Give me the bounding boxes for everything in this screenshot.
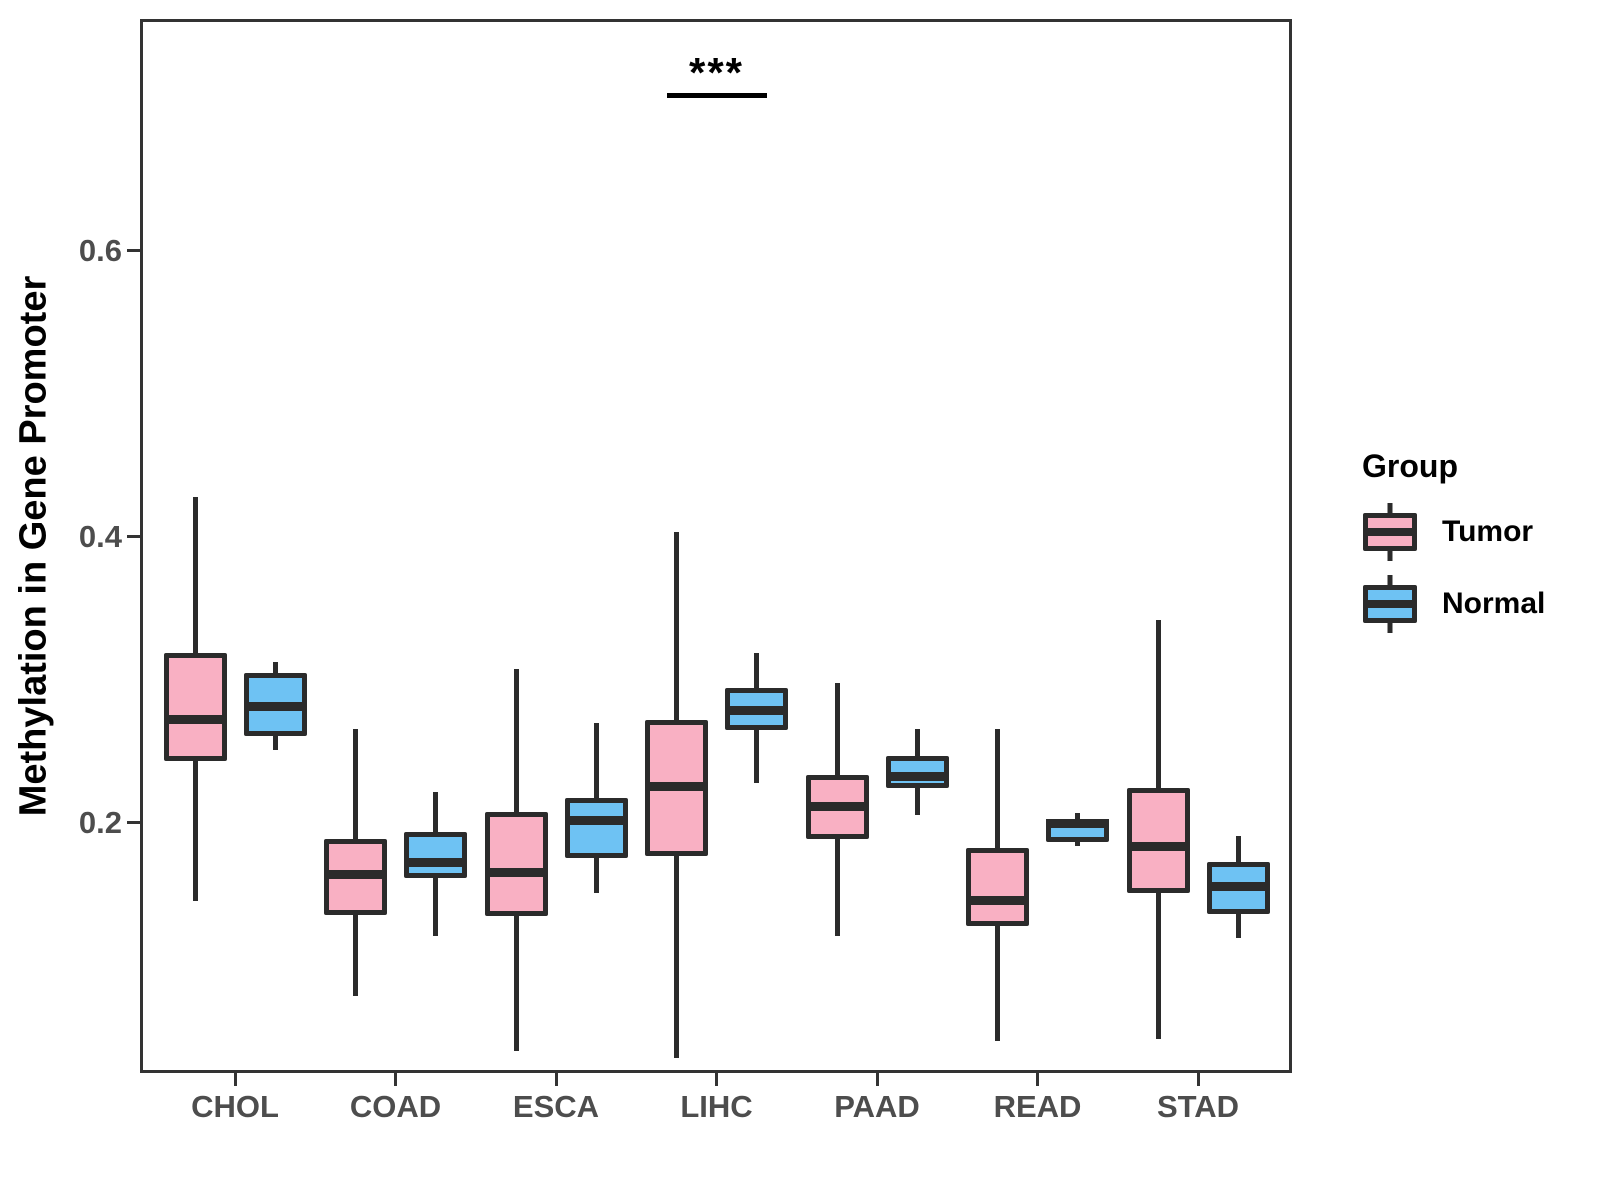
median-tumor-COAD (324, 870, 387, 880)
x-axis-label: COAD (349, 1089, 442, 1124)
significance-bar (666, 92, 767, 98)
y-tick-label: 0.4 (78, 519, 122, 554)
median-normal-STAD (1206, 881, 1270, 891)
x-tick-mark (394, 1073, 397, 1086)
box-normal-COAD (404, 832, 467, 878)
x-tick-mark (715, 1073, 718, 1086)
legend-title: Group (1362, 448, 1458, 484)
legend-item-normal: Normal (1360, 573, 1590, 635)
median-normal-COAD (404, 857, 467, 867)
x-axis-label: CHOL (191, 1089, 279, 1124)
x-tick-mark (1196, 1073, 1200, 1086)
legend: Group Tumor Normal (1360, 448, 1590, 645)
x-tick-mark (554, 1073, 558, 1086)
x-axis-label: ESCA (512, 1089, 600, 1124)
legend-item-tumor: Tumor (1360, 501, 1590, 563)
y-tick-mark (127, 820, 140, 824)
x-tick-mark (875, 1073, 879, 1086)
median-tumor-STAD (1126, 841, 1190, 851)
x-tick-mark (233, 1073, 237, 1086)
median-tumor-CHOL (163, 714, 227, 724)
y-axis-title: Methylation in Gene Promoter (12, 275, 55, 817)
key-median (1363, 528, 1417, 536)
median-normal-CHOL (243, 701, 307, 711)
boxplot-key-icon (1360, 575, 1420, 633)
key-median (1363, 600, 1417, 608)
x-axis-label: PAAD (834, 1089, 920, 1124)
plot-panel (140, 19, 1292, 1073)
x-axis-label: READ (993, 1089, 1082, 1124)
x-tick-mark (1036, 1073, 1039, 1086)
median-tumor-ESCA (484, 867, 548, 877)
box-tumor-CHOL (163, 653, 227, 761)
median-tumor-PAAD (805, 801, 869, 811)
median-tumor-READ (966, 896, 1029, 906)
box-tumor-ESCA (484, 811, 548, 917)
x-axis-label: LIHC (680, 1089, 753, 1124)
y-tick-label: 0.2 (78, 805, 122, 840)
y-tick-mark (127, 534, 140, 538)
box-tumor-READ (966, 847, 1029, 927)
legend-label-normal: Normal (1442, 587, 1546, 620)
box-tumor-STAD (1126, 787, 1190, 894)
x-axis-label: STAD (1156, 1089, 1240, 1124)
median-tumor-LIHC (645, 781, 708, 791)
box-normal-ESCA (564, 797, 628, 858)
median-normal-PAAD (885, 771, 949, 781)
y-tick-mark (127, 248, 140, 252)
boxplot-key-icon (1360, 503, 1420, 561)
median-normal-READ (1046, 818, 1109, 828)
median-normal-ESCA (564, 816, 628, 826)
median-normal-LIHC (725, 705, 788, 715)
y-tick-label: 0.6 (78, 233, 122, 268)
legend-label-tumor: Tumor (1442, 515, 1534, 548)
significance-stars: *** (688, 48, 745, 96)
